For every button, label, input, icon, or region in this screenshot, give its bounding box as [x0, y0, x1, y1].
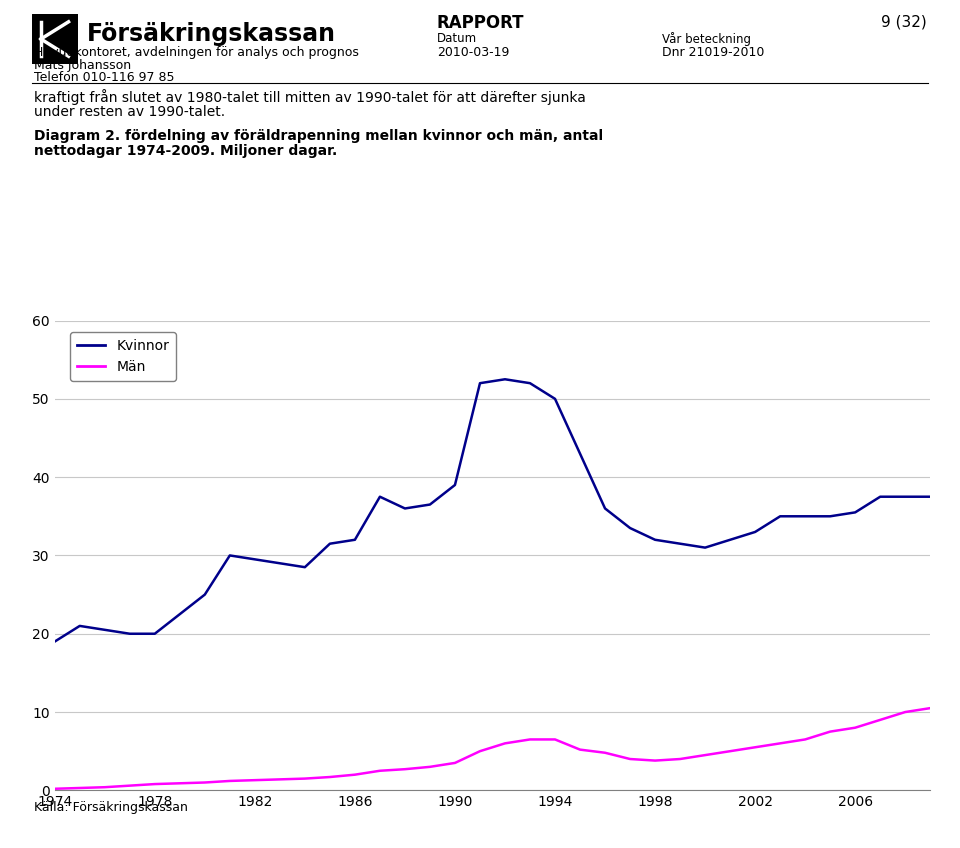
Text: Mats Johansson: Mats Johansson: [34, 59, 131, 71]
Text: Försäkringskassan: Försäkringskassan: [86, 22, 335, 46]
Text: nettodagar 1974-2009. Miljoner dagar.: nettodagar 1974-2009. Miljoner dagar.: [34, 144, 337, 159]
Text: RAPPORT: RAPPORT: [437, 14, 524, 32]
Text: Diagram 2. fördelning av föräldrapenning mellan kvinnor och män, antal: Diagram 2. fördelning av föräldrapenning…: [34, 129, 603, 143]
Text: Telefon 010-116 97 85: Telefon 010-116 97 85: [34, 71, 174, 84]
Text: Källa: Försäkringskassan: Källa: Försäkringskassan: [34, 801, 187, 814]
Text: Dnr 21019-2010: Dnr 21019-2010: [662, 46, 765, 59]
Legend: Kvinnor, Män: Kvinnor, Män: [70, 332, 176, 381]
Text: 9 (32): 9 (32): [880, 14, 926, 30]
Text: kraftigt från slutet av 1980-talet till mitten av 1990-talet för att därefter sj: kraftigt från slutet av 1980-talet till …: [34, 89, 586, 105]
Text: Huvudkontoret, avdelningen för analys och prognos: Huvudkontoret, avdelningen för analys oc…: [34, 46, 358, 59]
Text: 2010-03-19: 2010-03-19: [437, 46, 509, 59]
Text: under resten av 1990-talet.: under resten av 1990-talet.: [34, 105, 225, 120]
Text: Vår beteckning: Vår beteckning: [662, 32, 752, 46]
Text: Datum: Datum: [437, 32, 477, 45]
